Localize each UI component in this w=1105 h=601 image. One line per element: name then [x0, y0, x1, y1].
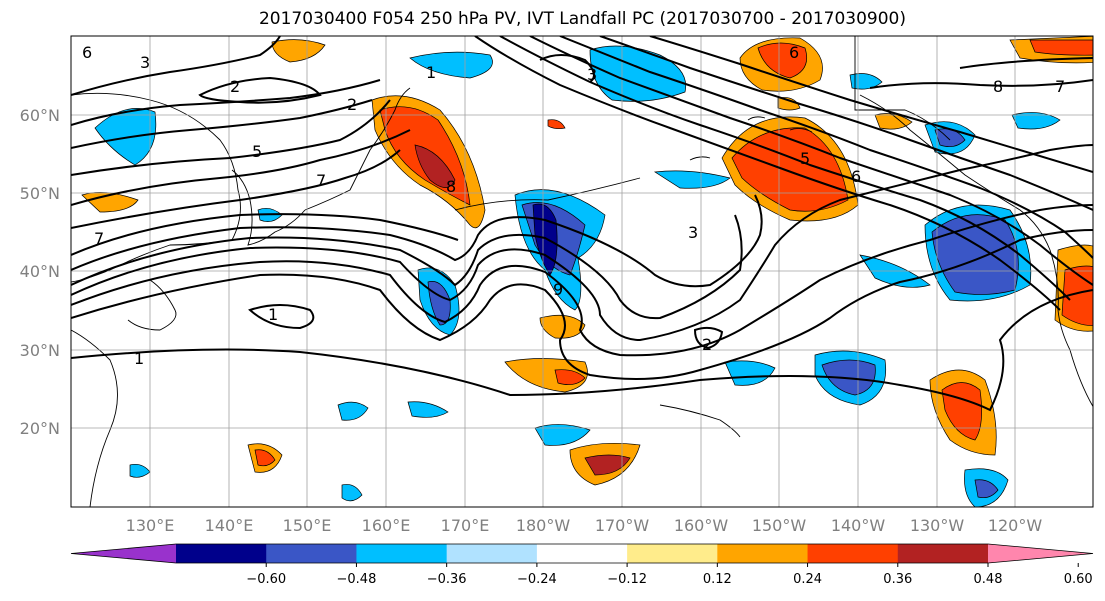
colorbar-ticks: −0.60 −0.48 −0.36 −0.24 −0.12 0.12 0.24 0.36 0.4…: [246, 563, 1093, 587]
colorbar-segment: [356, 544, 448, 563]
contour-label: 7: [94, 229, 104, 248]
colorbar-tick-label: −0.60: [246, 572, 286, 587]
lon-label: 160°E: [362, 516, 411, 535]
lon-labels: 130°E 140°E 150°E 160°E 170°E 180°W 170°…: [126, 516, 1043, 535]
lat-label: 30°N: [20, 341, 60, 360]
contour-label: 8: [993, 77, 1003, 96]
colorbar-extend-high: [988, 544, 1093, 563]
colorbar-extend-low: [71, 544, 176, 563]
contour-labels: 6 3 2 1 2 5 7 7 1 1 2 3 6 8 7 8 9 6 5 3: [82, 43, 1065, 368]
lat-labels: 60°N 50°N 40°N 30°N 20°N: [20, 106, 60, 438]
contour-label: 3: [140, 53, 150, 72]
contour-label: 5: [252, 142, 262, 161]
lat-label: 60°N: [20, 106, 60, 125]
colorbar-segment: [536, 544, 628, 563]
lon-label: 130°W: [910, 516, 965, 535]
figure-title: 2017030400 F054 250 hPa PV, IVT Landfall…: [258, 9, 906, 29]
contour-label: 7: [316, 171, 326, 190]
contour-label: 6: [851, 167, 861, 186]
colorbar-segment: [807, 544, 899, 563]
contour-label: 6: [82, 43, 92, 62]
colorbar-tick-label: −0.48: [337, 572, 377, 587]
lat-lon-grid: [71, 36, 1093, 507]
contour-label: 2: [230, 77, 240, 96]
contour-label: 1: [426, 63, 436, 82]
lon-label: 140°E: [205, 516, 254, 535]
contour-label: 5: [800, 149, 810, 168]
contour-label: 3: [587, 65, 597, 84]
lon-label: 120°W: [988, 516, 1043, 535]
contour-label: 3: [688, 223, 698, 242]
colorbar-tick-label: 0.12: [703, 572, 732, 587]
contour-label: 7: [1055, 77, 1065, 96]
colorbar-tick-label: 0.24: [793, 572, 822, 587]
lon-label: 130°E: [126, 516, 175, 535]
lon-label: 160°W: [674, 516, 729, 535]
contour-label: 9: [553, 280, 563, 299]
lon-label: 150°E: [283, 516, 332, 535]
colorbar: −0.60 −0.48 −0.36 −0.24 −0.12 0.12 0.24 0.36 0.4…: [70, 543, 1094, 587]
colorbar-segment: [266, 544, 357, 563]
lon-label: 150°W: [752, 516, 807, 535]
colorbar-segments: [70, 543, 1094, 564]
lat-label: 50°N: [20, 184, 60, 203]
lon-label: 140°W: [831, 516, 886, 535]
colorbar-segment: [627, 544, 718, 563]
lat-label: 40°N: [20, 262, 60, 281]
contour-label: 1: [268, 305, 278, 324]
pv-contours: [71, 36, 1093, 412]
colorbar-segment: [446, 544, 538, 563]
colorbar-tick-label: 0.60: [1064, 572, 1093, 587]
colorbar-segment: [176, 544, 267, 563]
colorbar-segment: [717, 544, 809, 563]
lon-label: 170°W: [595, 516, 650, 535]
colorbar-outline: [70, 543, 1094, 564]
colorbar-segment: [897, 544, 989, 563]
colorbar-tick-label: −0.24: [517, 572, 557, 587]
lon-label: 180°W: [516, 516, 571, 535]
colorbar-tick-label: −0.36: [427, 572, 467, 587]
contour-label: 1: [134, 349, 144, 368]
contour-label: 2: [702, 335, 712, 354]
colorbar-tick-label: 0.48: [974, 572, 1003, 587]
colorbar-tick-label: −0.12: [607, 572, 647, 587]
lat-label: 20°N: [20, 419, 60, 438]
colorbar-tick-label: 0.36: [883, 572, 912, 587]
map-frame: [70, 35, 1094, 508]
lon-label: 170°E: [441, 516, 490, 535]
contour-label: 2: [347, 95, 357, 114]
contour-label: 8: [446, 177, 456, 196]
contour-label: 6: [789, 43, 799, 62]
